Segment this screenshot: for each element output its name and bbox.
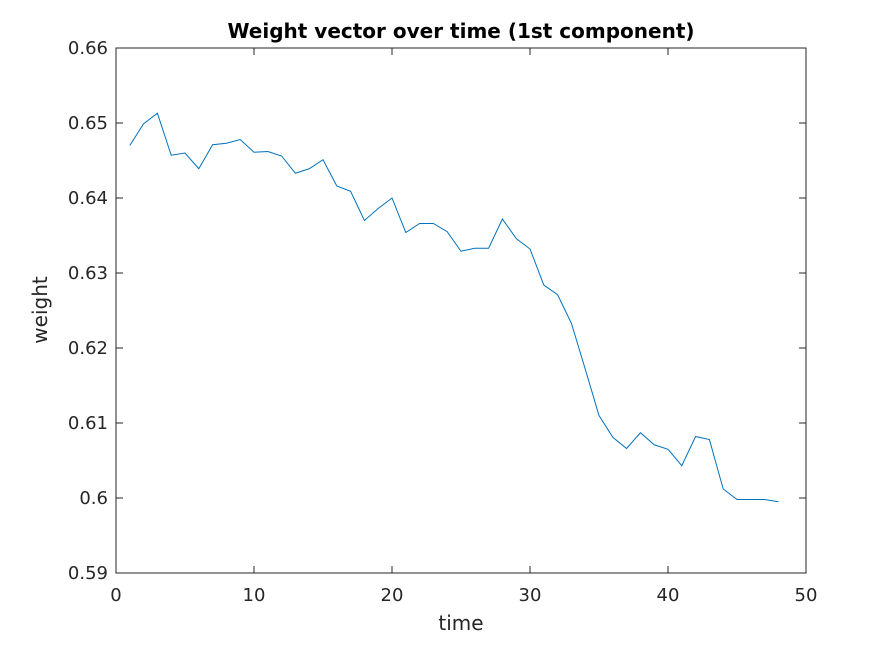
x-tick-label: 40	[657, 585, 680, 606]
y-tick-label: 0.59	[68, 563, 108, 584]
chart-title: Weight vector over time (1st component)	[227, 19, 694, 43]
y-tick-label: 0.61	[68, 413, 108, 434]
series-line	[129, 112, 779, 503]
x-tick-label: 10	[243, 585, 266, 606]
y-axis: 0.59 0.6 0.61 0.62 0.63 0.64 0.65 0.66	[68, 38, 806, 584]
x-tick-label: 0	[110, 585, 121, 606]
y-tick-label: 0.6	[79, 488, 108, 509]
x-tick-label: 30	[519, 585, 542, 606]
plot-area	[115, 47, 807, 574]
x-tick-label: 20	[381, 585, 404, 606]
y-tick-label: 0.65	[68, 113, 108, 134]
y-axis-label: weight	[28, 276, 52, 344]
y-tick-label: 0.66	[68, 38, 108, 59]
y-tick-label: 0.62	[68, 338, 108, 359]
x-axis-label: time	[438, 611, 483, 635]
x-axis: 0 10 20 30 40 50	[110, 48, 817, 606]
y-tick-label: 0.64	[68, 188, 108, 209]
y-tick-label: 0.63	[68, 263, 108, 284]
x-tick-label: 50	[795, 585, 818, 606]
